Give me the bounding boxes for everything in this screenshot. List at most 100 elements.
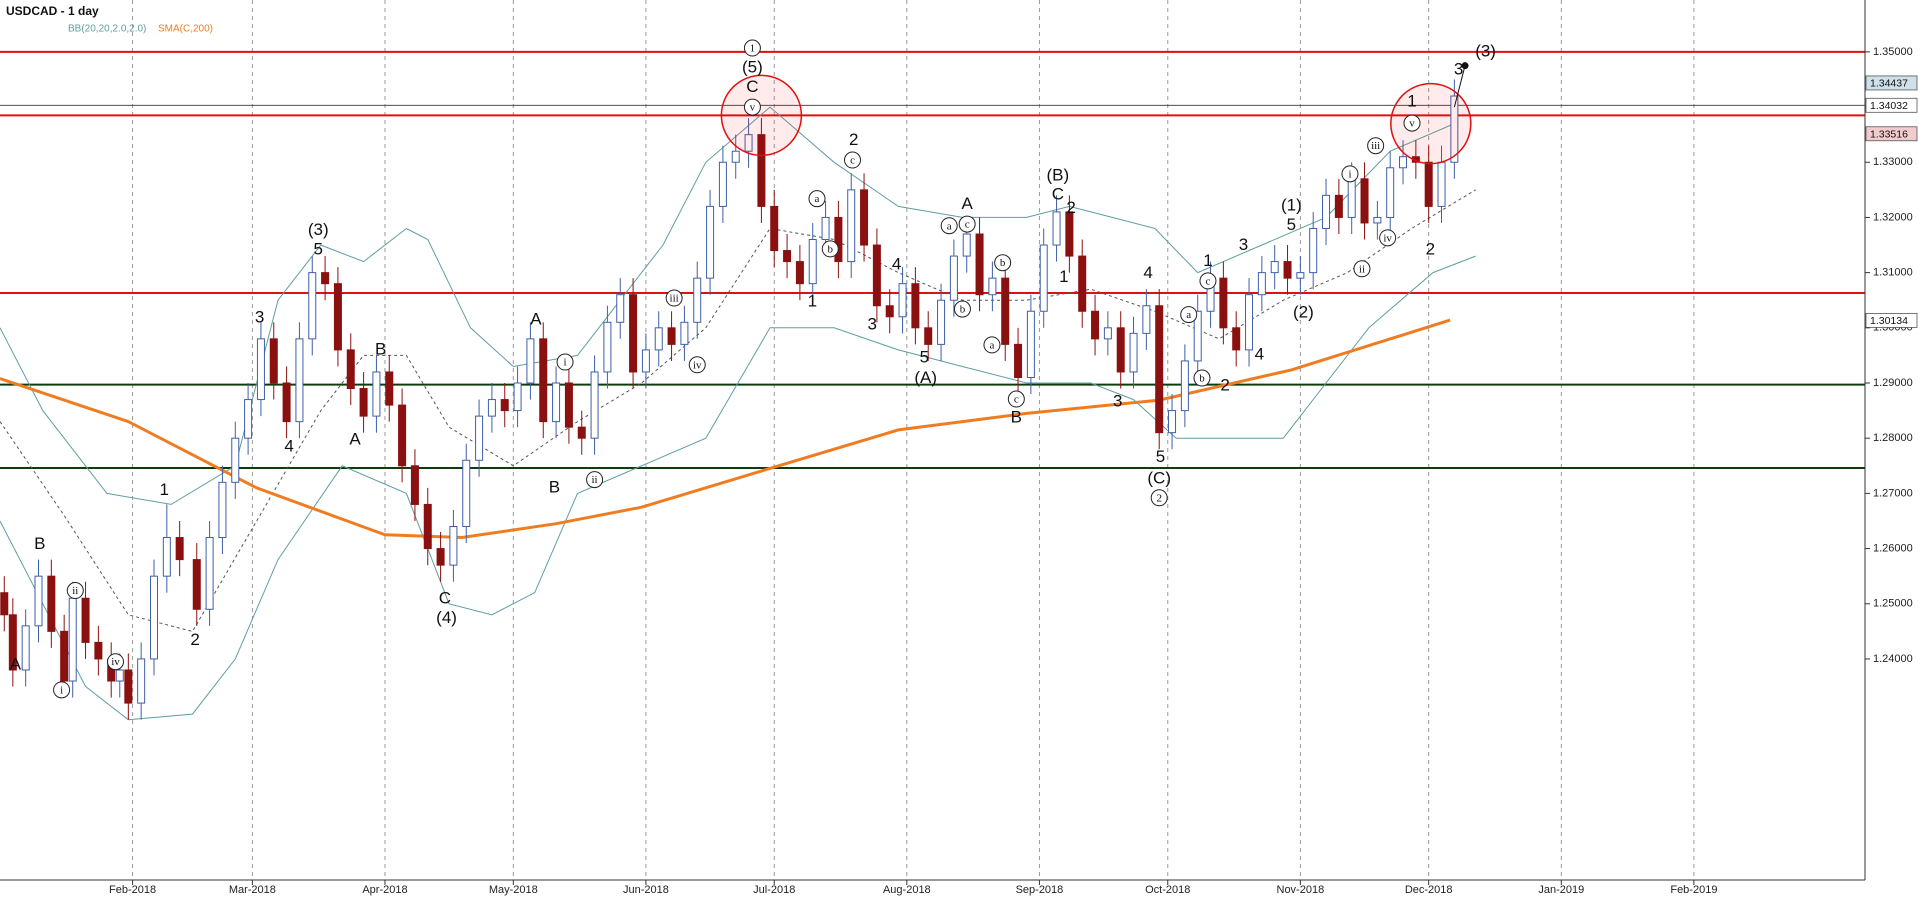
wave-label: 3: [1113, 391, 1122, 410]
wave-label: c: [1014, 394, 1019, 406]
wave-circle: [958, 215, 976, 233]
wave-circle: [53, 681, 71, 699]
wave-circle: [821, 240, 839, 258]
projection-arrow: [1453, 65, 1466, 108]
wave-circle: [743, 98, 761, 116]
wave-label: (C): [1147, 469, 1171, 488]
y-tick-label: 1.29000: [1873, 377, 1913, 389]
wave-circle: [1403, 114, 1421, 132]
candle-body: [1373, 216, 1382, 224]
wave-circle: [1199, 272, 1217, 290]
candle-body: [1142, 305, 1151, 334]
candle-body: [205, 537, 214, 610]
candle-body: [1347, 178, 1356, 218]
candle-body: [795, 261, 804, 285]
wave-label: i: [1348, 168, 1351, 180]
candle-body: [577, 426, 586, 439]
wave-label: 5: [314, 239, 323, 258]
x-tick-label: May-2018: [489, 884, 538, 896]
candle-body: [1039, 244, 1048, 312]
candle-body: [1014, 343, 1023, 378]
wave-label: A: [961, 194, 973, 213]
wave-label: i: [564, 357, 567, 369]
candle-body: [34, 575, 43, 627]
wave-circle: [106, 653, 124, 671]
candle-body: [1245, 294, 1254, 351]
wave-label: 2: [849, 130, 858, 149]
wave-label: (4): [436, 608, 457, 627]
candle-body: [1296, 272, 1305, 279]
candle-body: [137, 658, 146, 704]
wave-label: b: [1000, 257, 1006, 269]
wave-label: 5: [920, 348, 929, 367]
candle-body: [60, 630, 69, 682]
candle-body: [192, 559, 201, 610]
candle-body: [1334, 194, 1343, 218]
candle-body: [1257, 272, 1266, 296]
wave-label: (A): [914, 368, 937, 387]
candle-body: [898, 283, 907, 318]
candle-body: [162, 537, 171, 577]
y-tick-label: 1.35000: [1873, 46, 1913, 58]
candle-body: [988, 277, 997, 296]
x-tick-label: Jan-2019: [1538, 884, 1584, 896]
candle-body: [269, 338, 278, 384]
candle-body: [718, 161, 727, 207]
candle-body: [149, 575, 158, 660]
wave-label: B: [375, 339, 386, 358]
candle-body: [1450, 95, 1459, 163]
candle-body: [68, 597, 77, 682]
wave-label: 1: [750, 43, 756, 55]
wave-circle: [994, 254, 1012, 272]
y-tick-label: 1.32000: [1873, 211, 1913, 223]
candle-body: [333, 283, 342, 351]
candle-body: [1052, 211, 1061, 246]
y-tick-label: 1.24000: [1873, 653, 1913, 665]
candle-body: [937, 299, 946, 345]
wave-label: 1: [160, 480, 169, 499]
wave-label: 2: [190, 630, 199, 649]
price-tag: [1865, 313, 1918, 328]
candle-body: [975, 233, 984, 296]
wave-label: 2: [1220, 375, 1229, 394]
candle-body: [667, 327, 676, 345]
x-tick-label: Aug-2018: [883, 884, 931, 896]
x-tick-label: Oct-2018: [1145, 884, 1190, 896]
wave-label: 1: [808, 291, 817, 310]
wave-circle: [940, 217, 958, 235]
wave-label: 2: [1426, 239, 1435, 258]
wave-label: 1: [1059, 267, 1068, 286]
candle-body: [603, 321, 612, 373]
wave-label: 1: [1203, 251, 1212, 270]
candle-body: [1065, 211, 1074, 257]
candle-body: [962, 233, 971, 257]
candle-body: [449, 525, 458, 566]
price-tag: [1865, 126, 1918, 142]
wave-circle: [1180, 306, 1198, 324]
candle-body: [218, 481, 227, 539]
candle-body: [436, 548, 445, 566]
x-tick-label: Feb-2018: [109, 884, 156, 896]
wave-circle: [808, 190, 826, 208]
candle-body: [244, 399, 253, 439]
wave-label: ii: [1359, 263, 1365, 275]
candle-body: [0, 592, 9, 616]
candle-body: [693, 277, 702, 323]
y-tick-label: 1.25000: [1873, 598, 1913, 610]
wave-label: A: [10, 655, 22, 674]
candle-body: [1232, 327, 1241, 351]
candle-body: [423, 503, 432, 550]
candle-body: [1193, 310, 1202, 362]
candle-body: [1270, 261, 1279, 274]
candle-body: [770, 205, 779, 252]
wave-label: 1: [1407, 92, 1416, 111]
wave-label: iv: [1383, 232, 1392, 244]
x-tick-label: Feb-2019: [1670, 884, 1717, 896]
price-tag-label: 1.33516: [1870, 129, 1908, 141]
wave-circle: [66, 582, 84, 600]
wave-circle: [743, 39, 761, 57]
candle-body: [1322, 194, 1331, 229]
arrow-head: [1461, 62, 1469, 70]
